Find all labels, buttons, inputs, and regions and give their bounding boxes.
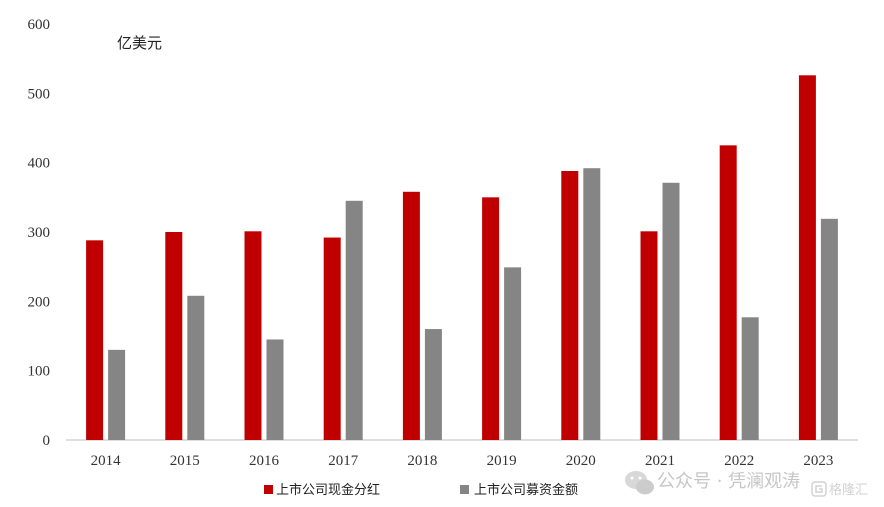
y-tick-label: 400 bbox=[28, 156, 51, 172]
fundraising-bar-2023 bbox=[820, 218, 838, 440]
fundraising-bar-2020 bbox=[583, 168, 601, 441]
watermark-text: 公众号 · 凭澜观涛 bbox=[657, 471, 800, 492]
wechat-icon bbox=[625, 471, 654, 495]
fundraising-bar-2015 bbox=[187, 295, 205, 440]
watermark: 公众号 · 凭澜观涛 格隆汇 bbox=[625, 471, 868, 498]
fundraising-bar-2017 bbox=[345, 200, 363, 440]
dividend-bar-2021 bbox=[640, 231, 658, 440]
legend-label-dividends: 上市公司现金分红 bbox=[276, 482, 380, 498]
y-axis-ticks: 0 100 200 300 400 500 600 bbox=[28, 17, 51, 449]
x-tick-label: 2023 bbox=[803, 453, 833, 469]
fundraising-bar-2016 bbox=[266, 339, 284, 440]
y-tick-label: 300 bbox=[28, 225, 51, 241]
x-tick-label: 2016 bbox=[249, 453, 280, 469]
y-tick-label: 600 bbox=[28, 17, 51, 33]
unit-label: 亿美元 bbox=[117, 34, 162, 52]
legend-label-fundraising: 上市公司募资金额 bbox=[474, 482, 578, 498]
fundraising-bar-2019 bbox=[504, 267, 522, 440]
gelonghui-logo-icon bbox=[811, 481, 827, 497]
fundraising-bar-2014 bbox=[108, 349, 126, 440]
dividend-bar-2017 bbox=[323, 237, 341, 440]
dividend-bar-2019 bbox=[482, 197, 500, 440]
y-tick-label: 500 bbox=[28, 86, 51, 102]
dividend-bar-2015 bbox=[165, 232, 183, 440]
fundraising-bar-2018 bbox=[424, 329, 442, 440]
dividend-bar-2022 bbox=[719, 145, 737, 441]
fundraising-bar-2022 bbox=[741, 317, 759, 440]
fundraising-bar-2021 bbox=[662, 182, 680, 441]
y-tick-label: 100 bbox=[28, 364, 51, 380]
bars bbox=[86, 75, 838, 441]
x-tick-label: 2021 bbox=[645, 453, 675, 469]
x-tick-label: 2019 bbox=[487, 453, 517, 469]
dividend-bar-2023 bbox=[798, 75, 816, 440]
dividend-bar-2020 bbox=[561, 170, 579, 440]
dividend-bar-2018 bbox=[402, 191, 420, 440]
watermark-badge: 格隆汇 bbox=[829, 482, 868, 498]
x-axis-ticks: 2014 2015 2016 2017 2018 2019 2020 2021 2022 2023 bbox=[91, 453, 834, 469]
y-tick-label: 200 bbox=[28, 294, 51, 310]
dividend-bar-2014 bbox=[86, 240, 104, 440]
x-tick-label: 2014 bbox=[91, 453, 122, 469]
legend: 上市公司现金分红 上市公司募资金额 bbox=[264, 482, 578, 498]
x-tick-label: 2017 bbox=[328, 453, 359, 469]
x-tick-label: 2015 bbox=[170, 453, 200, 469]
x-tick-label: 2022 bbox=[724, 453, 754, 469]
x-tick-label: 2020 bbox=[566, 453, 596, 469]
legend-swatch-fundraising bbox=[460, 485, 469, 494]
dividend-bar-2016 bbox=[244, 231, 262, 440]
x-tick-label: 2018 bbox=[407, 453, 437, 469]
y-tick-label: 0 bbox=[43, 433, 51, 449]
legend-swatch-dividends bbox=[264, 485, 273, 494]
